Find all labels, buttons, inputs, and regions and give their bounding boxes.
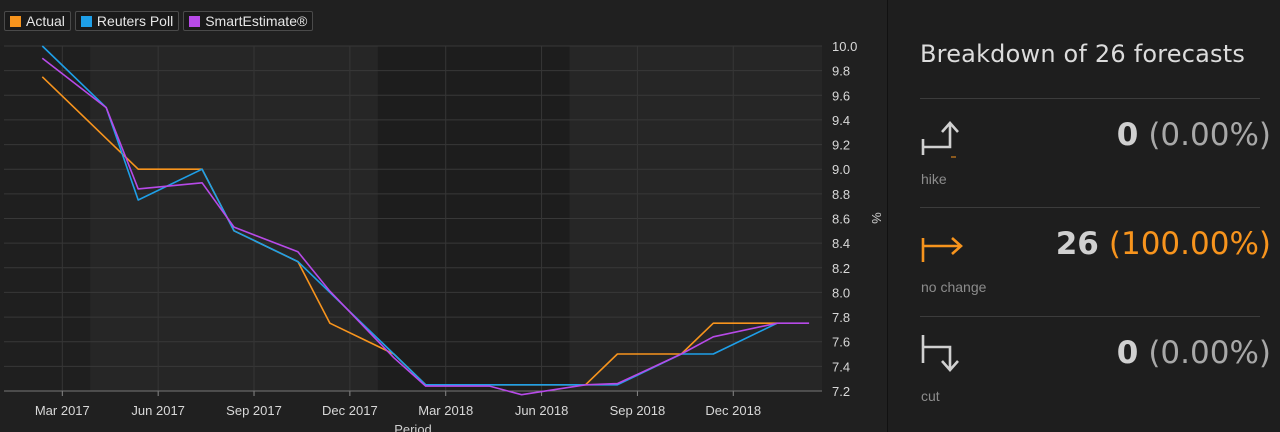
x-axis-title: Period — [394, 422, 432, 432]
legend-swatch — [189, 15, 201, 27]
breakdown-row-no-change: 26 (100.00%) no change — [888, 208, 1280, 316]
cut-arrow-icon — [921, 335, 959, 372]
divider — [920, 98, 1260, 99]
x-tick-label: Jun 2018 — [515, 403, 569, 418]
breakdown-title: Breakdown of 26 forecasts — [920, 40, 1246, 68]
legend-label: Reuters Poll — [96, 13, 174, 29]
y-tick-label: 8.4 — [832, 236, 850, 251]
x-tick-label: Sep 2017 — [226, 403, 282, 418]
hike-value: 0 (0.00%) — [1117, 117, 1271, 153]
y-tick-label: 9.0 — [832, 162, 850, 177]
x-tick-label: Dec 2017 — [322, 403, 378, 418]
breakdown-row-cut: 0 (0.00%) cut — [888, 317, 1280, 425]
no-change-percent: (100.00%) — [1108, 226, 1271, 262]
y-tick-label: 8.8 — [832, 187, 850, 202]
hike-percent: (0.00%) — [1148, 117, 1271, 153]
cut-count: 0 — [1116, 335, 1139, 371]
y-tick-label: 8.0 — [832, 285, 850, 300]
y-tick-label: 9.2 — [832, 138, 850, 153]
chart-panel: 7.2 7.4 7.6 7.8 8.0 8.2 8.4 8.6 8.8 9.0 9.2 9.4 9.6 9… — [4, 11, 884, 432]
y-tick-label: 9.6 — [832, 88, 850, 103]
cut-label: cut — [921, 388, 940, 404]
x-tick-label: Jun 2017 — [131, 403, 185, 418]
legend-item-smartestimate[interactable]: SmartEstimate® — [183, 11, 314, 31]
rate-chart: 7.2 7.4 7.6 7.8 8.0 8.2 8.4 8.6 8.8 9.0 9.2 9.4 9.6 9… — [4, 39, 884, 432]
x-tick-label: Dec 2018 — [705, 403, 761, 418]
legend-swatch — [10, 15, 21, 27]
x-tick-label: Mar 2017 — [35, 403, 90, 418]
y-tick-label: 8.2 — [832, 261, 850, 276]
legend-label: SmartEstimate® — [205, 13, 308, 29]
breakdown-row-hike: 0 (0.00%) hike — [888, 99, 1280, 207]
cut-percent: (0.00%) — [1148, 335, 1271, 371]
y-tick-label: 9.4 — [832, 113, 850, 128]
hike-arrow-icon — [921, 121, 959, 158]
y-tick-label: 8.6 — [832, 212, 850, 227]
no-change-count: 26 — [1055, 226, 1099, 262]
x-tick-label: Sep 2018 — [610, 403, 666, 418]
cut-value: 0 (0.00%) — [1117, 335, 1271, 371]
series-line-smartestimate — [41, 57, 810, 396]
hike-label: hike — [921, 171, 947, 187]
legend-swatch — [80, 15, 92, 27]
forecast-breakdown-panel: Breakdown of 26 forecasts 0 (0.00%) hike … — [887, 0, 1280, 432]
no-change-value: 26 (100.00%) — [1056, 226, 1271, 262]
no-change-arrow-icon — [921, 237, 963, 262]
y-axis-title: % — [869, 212, 884, 224]
divider — [920, 207, 1260, 208]
legend-item-actual[interactable]: Actual — [4, 11, 71, 31]
hike-count: 0 — [1116, 117, 1139, 153]
y-tick-label: 7.2 — [832, 384, 850, 399]
y-tick-label: 7.8 — [832, 310, 850, 325]
y-tick-label: 7.6 — [832, 335, 850, 350]
divider — [920, 316, 1260, 317]
y-tick-label: 10.0 — [832, 39, 857, 54]
no-change-label: no change — [921, 279, 987, 295]
legend-item-reuters-poll[interactable]: Reuters Poll — [74, 11, 180, 31]
legend-label: Actual — [26, 13, 65, 29]
x-tick-label: Mar 2018 — [418, 403, 473, 418]
chart-legend: Actual Reuters Poll SmartEstimate® — [4, 11, 314, 31]
y-tick-label: 7.4 — [832, 359, 850, 374]
y-tick-label: 9.8 — [832, 64, 850, 79]
